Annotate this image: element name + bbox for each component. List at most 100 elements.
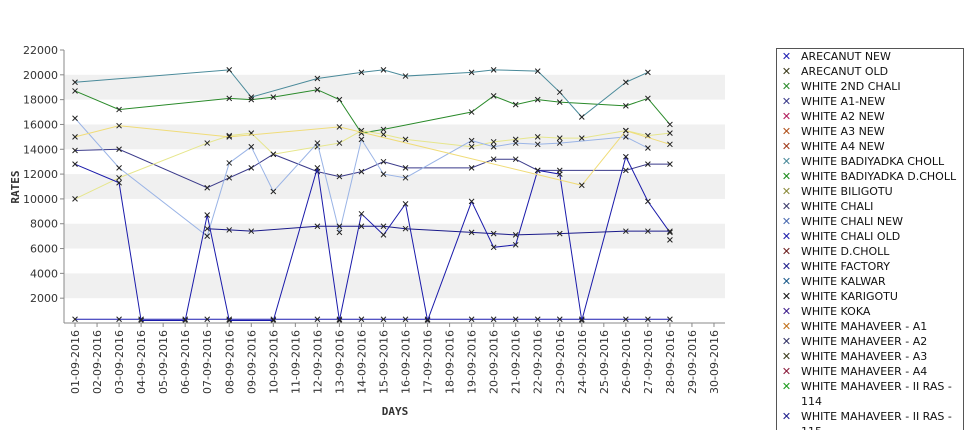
data-point (204, 233, 211, 239)
legend-marker-icon: ✕ (781, 305, 792, 318)
data-point (204, 184, 211, 191)
legend-item: ✕ WHITE KOKA (777, 304, 963, 319)
legend-item: ✕ WHITE CHALI (777, 199, 963, 214)
data-point (336, 317, 343, 324)
legend-item: ✕ WHITE A4 NEW (777, 139, 963, 154)
legend-label: WHITE MAHAVEER - II RAS - 114 (801, 380, 952, 408)
data-point (226, 67, 233, 73)
legend-marker-icon: ✕ (781, 260, 792, 273)
data-point (314, 75, 321, 82)
data-point (226, 132, 233, 139)
legend-marker-icon: ✕ (781, 275, 792, 288)
legend-label: WHITE MAHAVEER - A4 (801, 365, 928, 378)
data-point (72, 196, 78, 202)
data-point (667, 141, 673, 148)
legend-label: WHITE KALWAR (801, 275, 886, 288)
data-point (358, 316, 365, 323)
data-point (226, 174, 233, 181)
legend-item: ✕ WHITE MAHAVEER - A1 (777, 319, 963, 334)
data-point (667, 237, 673, 243)
legend-label: WHITE BADIYADKA D.CHOLL (801, 170, 957, 183)
data-point (468, 316, 475, 323)
legend-label: WHITE BADIYADKA CHOLL (801, 155, 945, 168)
legend-marker-icon: ✕ (781, 290, 792, 303)
legend-label: WHITE CHALI OLD (801, 230, 901, 243)
legend-item: ✕ WHITE D.CHOLL (777, 244, 963, 259)
data-point (468, 198, 475, 205)
data-point (270, 94, 277, 101)
data-point (534, 167, 541, 174)
data-point (622, 316, 629, 323)
series-white-chali-old (72, 153, 673, 324)
data-point (116, 122, 122, 129)
series-line-white-badiyadka-choll (74, 69, 649, 118)
legend-marker-icon: ✕ (781, 410, 792, 423)
legend-item: ✕ WHITE BILIGOTU (777, 184, 963, 199)
legend-label: WHITE MAHAVEER - A1 (801, 320, 928, 333)
data-point (116, 146, 122, 153)
legend-item: ✕ WHITE CHALI NEW (777, 214, 963, 229)
x-tick-label: 20-09-2016 (488, 330, 501, 394)
y-tick-label: 18000 (23, 94, 58, 107)
data-point (622, 153, 629, 160)
legend-label: WHITE MAHAVEER - A3 (801, 350, 928, 363)
chart-legend: ✕ ARECANUT NEW ✕ ARECANUT OLD ✕ WHITE 2ND CHA… (776, 48, 964, 430)
data-point (512, 101, 519, 108)
grid-band (64, 174, 725, 199)
data-point (226, 160, 233, 166)
legend-marker-icon: ✕ (781, 80, 792, 93)
grid-band (64, 273, 725, 299)
data-point (512, 232, 519, 238)
legend-marker-icon: ✕ (781, 170, 792, 183)
x-tick-label: 28-09-2016 (664, 330, 677, 394)
data-point (667, 228, 673, 235)
y-tick-label: 14000 (23, 143, 58, 156)
data-point (336, 140, 343, 146)
x-tick-label: 10-09-2016 (267, 330, 280, 394)
data-point (72, 115, 78, 122)
legend-label: WHITE KOKA (801, 305, 871, 318)
legend-marker-icon: ✕ (781, 230, 792, 243)
legend-label: WHITE MAHAVEER - II RAS - 115 (801, 410, 952, 430)
data-point (380, 126, 387, 133)
series-line-white-biligotu (74, 130, 670, 200)
x-tick-label: 30-09-2016 (708, 330, 721, 394)
data-point (336, 96, 343, 103)
data-point (534, 141, 541, 148)
data-point (490, 138, 497, 145)
y-tick-label: 6000 (30, 243, 58, 256)
x-tick-label: 14-09-2016 (355, 330, 368, 394)
data-point (380, 171, 387, 177)
data-point (336, 229, 343, 236)
data-point (468, 143, 475, 150)
legend-label: ARECANUT OLD (801, 65, 889, 78)
data-point (380, 131, 387, 138)
data-point (490, 156, 497, 163)
series-white-badiyadka-choll (72, 67, 651, 120)
y-axis-ticks: 2000 4000 6000 8000 10000 12000 14000 16000 1800… (23, 44, 64, 305)
legend-item: ✕ WHITE MAHAVEER - II RAS - 114 (777, 379, 963, 409)
data-point (380, 67, 387, 73)
data-point (72, 79, 78, 86)
x-axis-ticks: 01-09-2016 02-09-2016 03-09-2016 04-09-2016… (69, 323, 721, 394)
legend-item: ✕ WHITE BADIYADKA CHOLL (777, 154, 963, 169)
legend-marker-icon: ✕ (781, 200, 792, 213)
legend-item: ✕ ARECANUT NEW (777, 49, 963, 64)
data-point (72, 88, 78, 94)
x-tick-label: 02-09-2016 (91, 330, 104, 394)
legend-marker-icon: ✕ (781, 65, 792, 78)
data-point (402, 316, 409, 323)
data-point (578, 114, 585, 120)
data-point (72, 161, 78, 168)
data-point (138, 317, 144, 324)
data-point (248, 228, 255, 235)
y-tick-label: 8000 (30, 218, 58, 231)
series-white-mahaveer-a2 (667, 237, 673, 243)
data-point (534, 316, 541, 323)
y-tick-label: 12000 (23, 168, 58, 181)
legend-label: WHITE CHALI (801, 200, 874, 213)
legend-label: WHITE A3 NEW (801, 125, 885, 138)
legend-item: ✕ WHITE A1-NEW (777, 94, 963, 109)
data-point (556, 230, 563, 237)
data-point (667, 316, 673, 323)
